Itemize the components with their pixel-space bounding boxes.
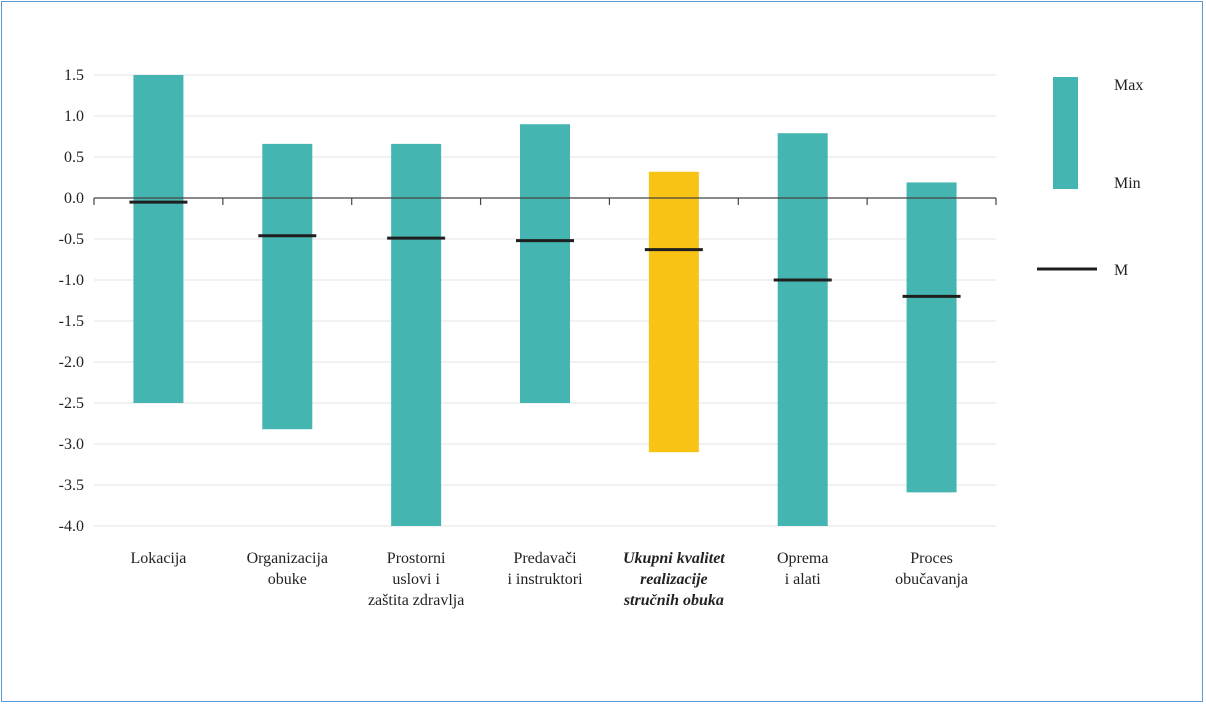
range-bar	[520, 124, 570, 403]
category-label-line: i instruktori	[507, 571, 583, 588]
category-label-line: uslovi i	[392, 571, 440, 588]
y-tick-label: -2.5	[59, 395, 84, 412]
category-label-line: realizacije	[640, 571, 708, 588]
y-axis-ticks: 1.5 1.0 0.5 0.0 -0.5 -1.0 -1.5 -2.0 -2.5 -3.0 -3.5…	[59, 67, 84, 535]
y-tick-label: -3.5	[59, 477, 84, 494]
y-tick-label: -2.0	[59, 354, 84, 371]
y-tick-label: 0.0	[64, 190, 84, 207]
y-tick-label: -1.0	[59, 272, 84, 289]
range-bar	[391, 143, 442, 526]
category-label-line: obuke	[268, 571, 307, 588]
category-label-line: obučavanja	[895, 571, 968, 588]
legend-range-swatch	[1053, 77, 1078, 189]
y-tick-label: 0.5	[64, 149, 84, 166]
zero-axis	[93, 197, 997, 205]
category-label: Organizacija obuke	[247, 550, 328, 588]
legend-max-label: Max	[1114, 77, 1143, 94]
legend: Max Min M	[1037, 77, 1143, 279]
y-tick-label: -1.5	[59, 313, 84, 330]
category-label-line: i alati	[785, 571, 822, 588]
category-label: Lokacija	[130, 550, 186, 567]
y-tick-label: 1.0	[64, 108, 84, 125]
category-label-line: zaštita zdravlja	[368, 592, 464, 609]
range-bar	[262, 143, 313, 430]
x-axis-categories: Lokacija Organizacija obuke Prostorni uslovi…	[130, 550, 968, 609]
category-label-line: stručnih obuka	[623, 592, 724, 609]
range-bar	[906, 182, 957, 493]
category-label: Oprema i alati	[777, 550, 829, 588]
mean-markers	[129, 200, 961, 298]
category-label-line: Organizacija	[247, 550, 328, 567]
range-bar	[777, 133, 828, 526]
y-tick-label: -0.5	[59, 231, 84, 248]
range-bars	[133, 75, 957, 526]
range-bar	[133, 75, 184, 403]
y-tick-label: 1.5	[64, 67, 84, 84]
y-tick-label: -4.0	[59, 518, 84, 535]
range-bar	[648, 171, 699, 453]
category-label-line: Ukupni kvalitet	[623, 550, 725, 567]
category-label-line: Prostorni	[387, 550, 446, 567]
category-label: Ukupni kvalitet realizacije stručnih obuka	[623, 550, 725, 609]
category-label: Proces obučavanja	[895, 550, 968, 588]
category-label-line: Oprema	[777, 550, 829, 567]
legend-mean-label: M	[1114, 262, 1128, 279]
y-tick-label: -3.0	[59, 436, 84, 453]
category-label-line: Lokacija	[130, 550, 186, 567]
legend-min-label: Min	[1114, 175, 1141, 192]
gridlines	[94, 74, 996, 527]
category-label-line: Proces	[910, 550, 953, 567]
category-label: Predavači i instruktori	[507, 550, 583, 588]
category-label-line: Predavači	[513, 550, 577, 567]
category-label: Prostorni uslovi i zaštita zdravlja	[368, 550, 464, 609]
